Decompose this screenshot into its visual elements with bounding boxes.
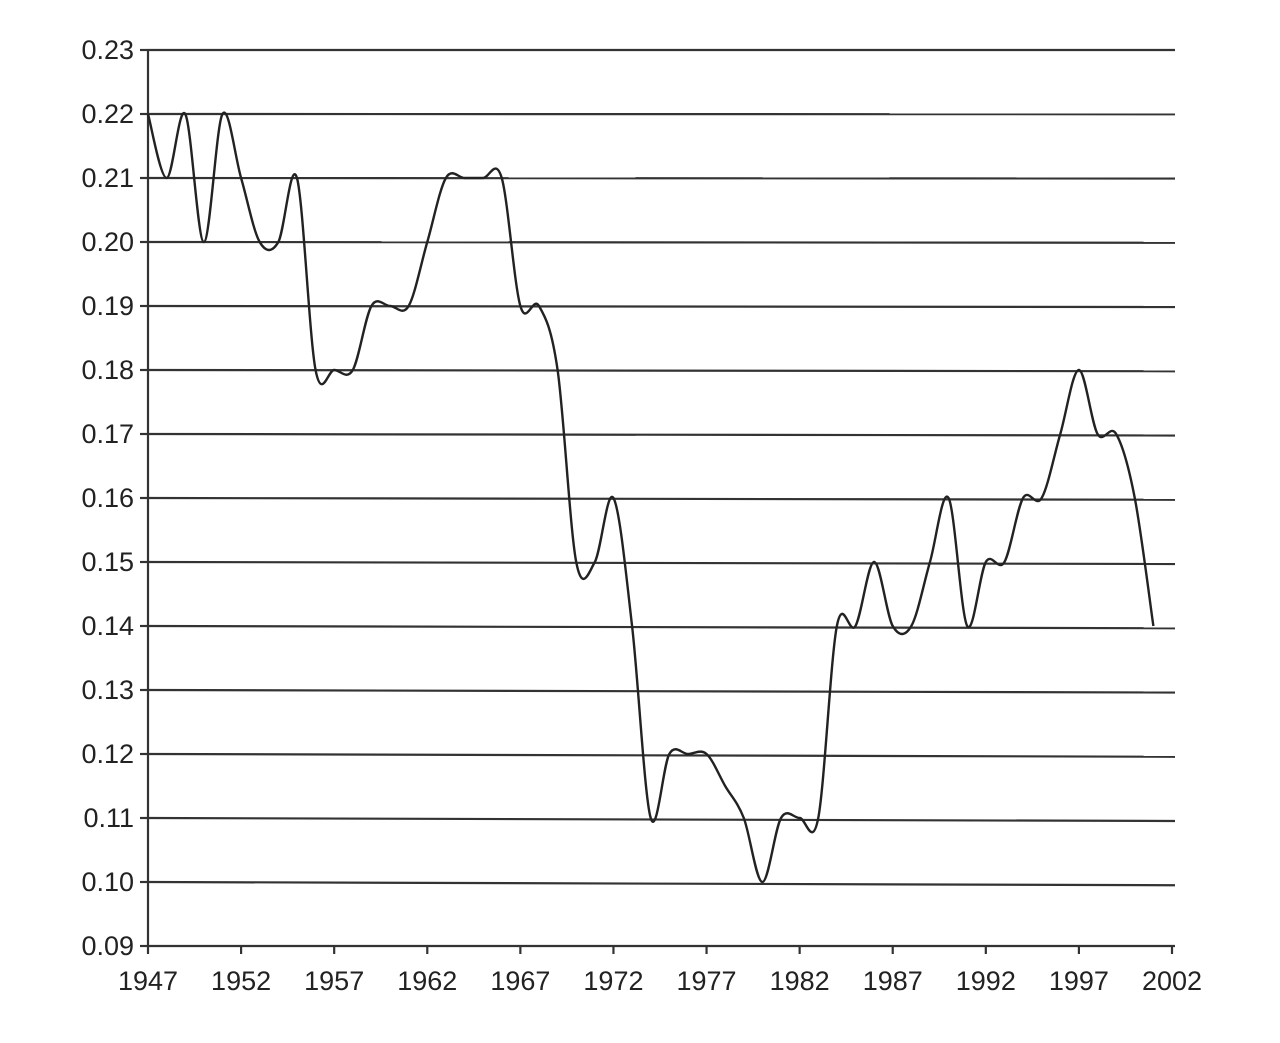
x-tick-label: 1992 [956, 966, 1016, 996]
x-tick-label: 2002 [1142, 966, 1202, 996]
x-tick-label: 1962 [397, 966, 457, 996]
gridline [147, 432, 1176, 437]
y-tick-labels: 0.23 0.22 0.21 0.20 0.19 0.18 0.17 0.16 0.15 0.14… [81, 35, 134, 961]
x-tick-label: 1967 [490, 966, 550, 996]
gridline [147, 880, 1176, 887]
x-tick-label: 1957 [304, 966, 364, 996]
y-tick-label: 0.23 [81, 35, 134, 65]
gridline [147, 752, 1176, 758]
y-tick-label: 0.10 [81, 867, 134, 897]
gridline [147, 304, 1176, 309]
x-tick-label: 1987 [863, 966, 923, 996]
x-tick-label: 1947 [118, 966, 178, 996]
y-tick-label: 0.19 [81, 291, 134, 321]
gridline [147, 496, 1176, 501]
x-tick-label: 1977 [677, 966, 737, 996]
x-tick-label: 1952 [211, 966, 271, 996]
y-tick-label: 0.21 [81, 163, 134, 193]
x-tick-label: 1997 [1049, 966, 1109, 996]
y-tick-label: 0.16 [81, 483, 134, 513]
y-tick-label: 0.18 [81, 355, 134, 385]
y-tick-label: 0.22 [81, 99, 134, 129]
gridline [147, 560, 1176, 566]
y-tick-label: 0.12 [81, 739, 134, 769]
y-tick-label: 0.15 [81, 547, 134, 577]
gridlines [147, 48, 1176, 887]
y-tick-label: 0.20 [81, 227, 134, 257]
series-line [146, 111, 1155, 884]
gridline [147, 688, 1176, 694]
x-tick-labels: 1947 1952 1957 1962 1967 1972 1977 1982 1987 1992… [118, 966, 1202, 996]
x-tick-label: 1972 [583, 966, 643, 996]
gridline [147, 816, 1176, 823]
axes [140, 48, 1175, 954]
gridline [147, 368, 1176, 373]
gridline [147, 240, 1176, 244]
gridline [147, 624, 1176, 630]
y-tick-label: 0.17 [81, 419, 134, 449]
plot-area [146, 111, 1155, 884]
y-tick-label: 0.14 [81, 611, 134, 641]
y-tick-label: 0.11 [83, 803, 134, 833]
y-tick-label: 0.09 [81, 931, 134, 961]
x-tick-label: 1982 [770, 966, 830, 996]
y-tick-label: 0.13 [81, 675, 134, 705]
gridline [147, 176, 1176, 180]
